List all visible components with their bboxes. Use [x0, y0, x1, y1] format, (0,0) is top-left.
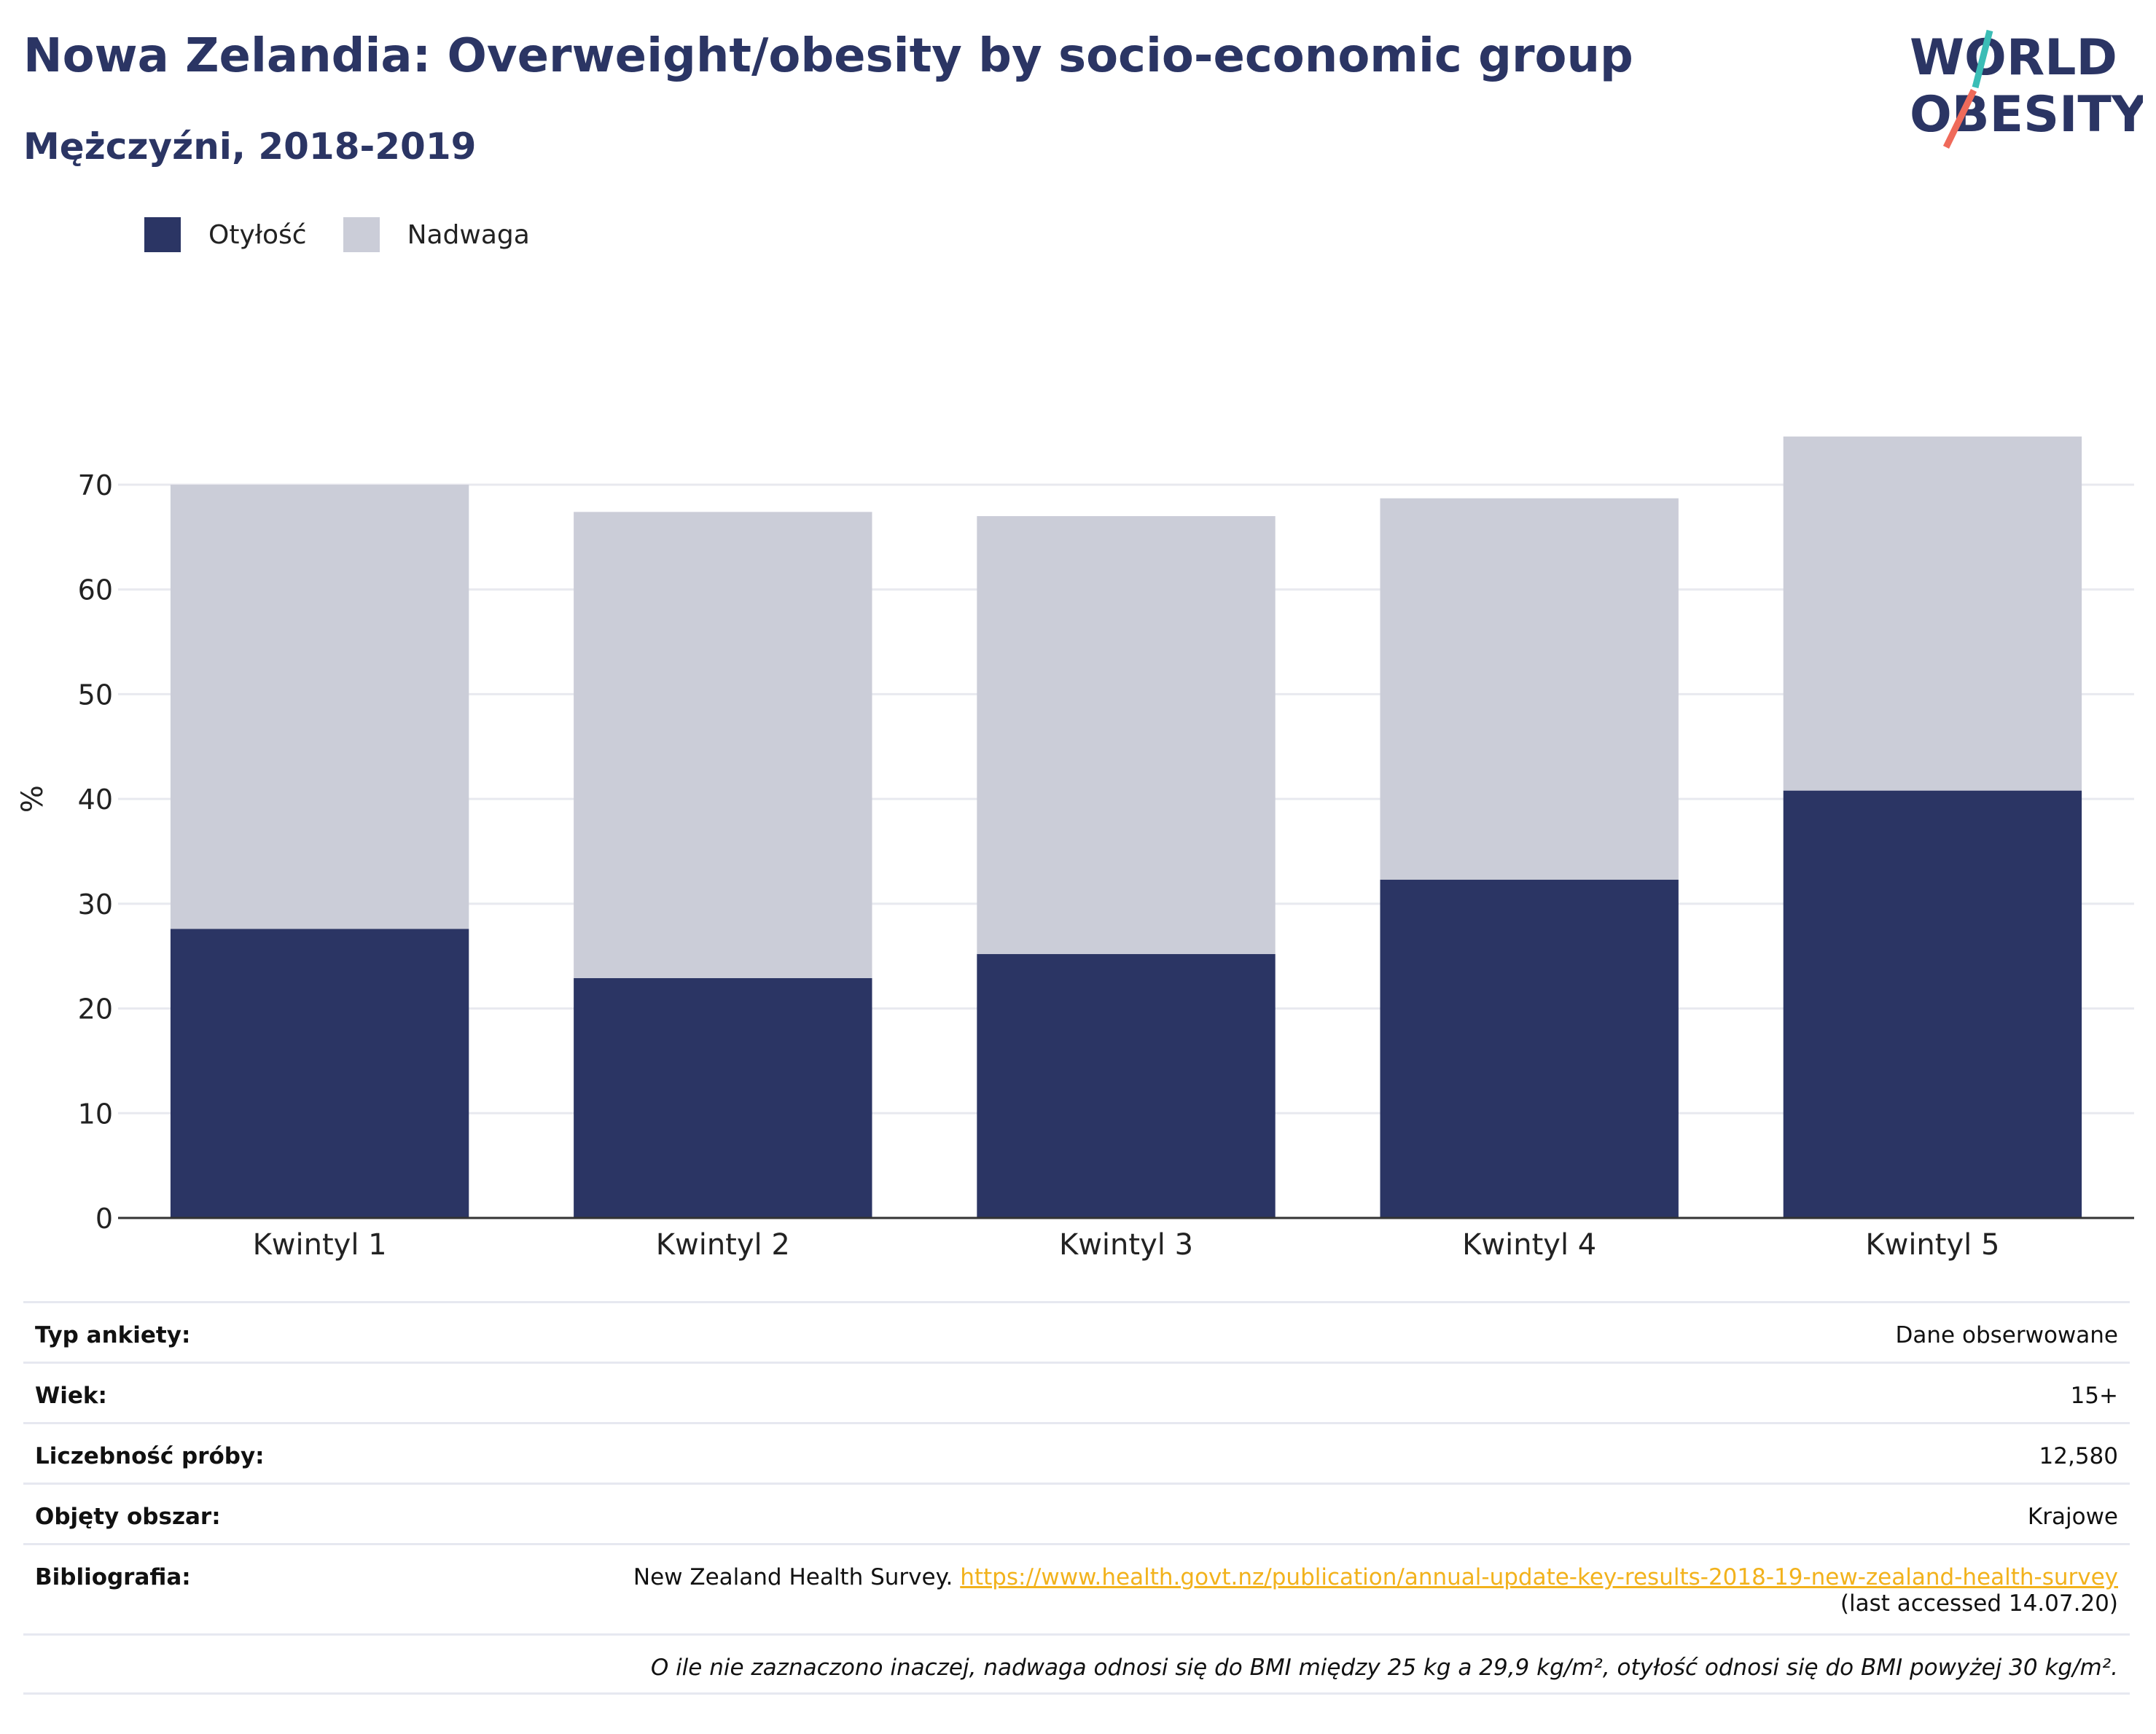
bar-obesity-2[interactable] — [574, 977, 872, 1218]
info-row-bibliography: Bibliografia: New Zealand Health Survey.… — [23, 1543, 2130, 1633]
x-tick-label: Kwintyl 5 — [1865, 1228, 1999, 1262]
logo-line2: OBESITY — [1910, 86, 2143, 144]
legend-label-overweight: Nadwaga — [407, 219, 530, 250]
footnote: O ile nie zaznaczono inaczej, nadwaga od… — [650, 1655, 2118, 1681]
bibliography-link[interactable]: https://www.health.govt.nz/publication/a… — [960, 1564, 2118, 1590]
bar-obesity-4[interactable] — [1380, 879, 1679, 1218]
info-row-sample-size: Liczebność próby: 12,580 — [23, 1422, 2130, 1483]
chart-subtitle: Mężczyźni, 2018-2019 — [23, 125, 477, 168]
legend-swatch-overweight — [343, 217, 380, 252]
world-obesity-logo: WORLD OBESITY — [1910, 29, 2143, 149]
legend-item-obesity[interactable]: Otyłość — [144, 217, 307, 252]
info-label: Bibliografia: — [35, 1564, 191, 1590]
y-tick-label: 30 — [78, 889, 113, 921]
info-value: 15+ — [2070, 1383, 2118, 1409]
bar-overweight-3[interactable] — [977, 516, 1276, 954]
logo-slash-coral — [1942, 89, 1977, 149]
y-tick-label: 60 — [78, 574, 113, 606]
info-row-survey-type: Typ ankiety: Dane obserwowane — [23, 1301, 2130, 1362]
bibliography-value: New Zealand Health Survey. https://www.h… — [633, 1564, 2118, 1617]
bar-overweight-1[interactable] — [170, 484, 469, 929]
x-tick-label: Kwintyl 1 — [253, 1228, 387, 1262]
logo-slash-teal — [1972, 29, 1993, 89]
bar-obesity-5[interactable] — [1783, 790, 2082, 1218]
legend-swatch-obesity — [144, 217, 181, 252]
x-axis-ticks: Kwintyl 1 Kwintyl 2 Kwintyl 3 Kwintyl 4 Kwin… — [253, 1228, 2000, 1262]
y-tick-label: 20 — [78, 993, 113, 1026]
legend-item-overweight[interactable]: Nadwaga — [343, 217, 530, 252]
bar-obesity-3[interactable] — [977, 953, 1276, 1218]
legend-label-obesity: Otyłość — [208, 219, 307, 250]
bibliography-source: New Zealand Health Survey. — [633, 1564, 961, 1590]
y-tick-label: 0 — [95, 1203, 113, 1235]
y-tick-label: 70 — [78, 469, 113, 501]
info-value: Dane obserwowane — [1895, 1322, 2118, 1348]
info-value: 12,580 — [2039, 1443, 2118, 1469]
chart-title: Nowa Zelandia: Overweight/obesity by soc… — [23, 29, 1633, 83]
bibliography-accessed: (last accessed 14.07.20) — [1840, 1590, 2118, 1617]
logo-line1: WORLD — [1910, 29, 2117, 87]
y-axis-ticks: 0 10 20 30 40 50 60 70 — [78, 469, 113, 1235]
info-label: Liczebność próby: — [35, 1443, 265, 1469]
y-tick-label: 40 — [78, 784, 113, 816]
x-tick-label: Kwintyl 3 — [1059, 1228, 1193, 1262]
bars — [170, 436, 2082, 1218]
bar-overweight-5[interactable] — [1783, 436, 2082, 791]
info-table: Typ ankiety: Dane obserwowane Wiek: 15+ … — [23, 1301, 2130, 1695]
bar-overweight-4[interactable] — [1380, 498, 1679, 880]
info-value: Krajowe — [2027, 1504, 2118, 1530]
y-axis-label: % — [16, 785, 50, 813]
y-tick-label: 50 — [78, 679, 113, 711]
x-tick-label: Kwintyl 2 — [656, 1228, 790, 1262]
y-tick-label: 10 — [78, 1098, 113, 1130]
info-row-age: Wiek: 15+ — [23, 1362, 2130, 1422]
info-label: Objęty obszar: — [35, 1504, 221, 1530]
bar-overweight-2[interactable] — [574, 512, 872, 978]
info-label: Wiek: — [35, 1383, 107, 1409]
x-tick-label: Kwintyl 4 — [1462, 1228, 1596, 1262]
info-row-area: Objęty obszar: Krajowe — [23, 1483, 2130, 1543]
bar-obesity-1[interactable] — [170, 929, 469, 1218]
info-label: Typ ankiety: — [35, 1322, 191, 1348]
chart-legend: Otyłość Nadwaga — [144, 217, 566, 252]
info-row-footnote: O ile nie zaznaczono inaczej, nadwaga od… — [23, 1633, 2130, 1695]
